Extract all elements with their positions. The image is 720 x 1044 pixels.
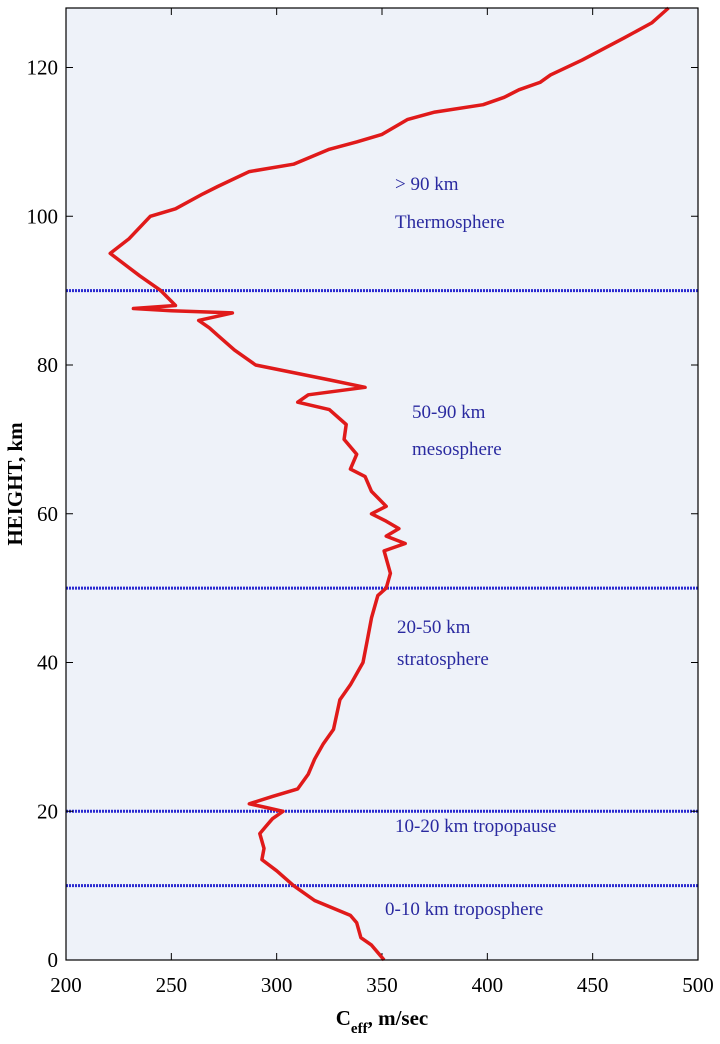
y-tick-label: 40	[37, 651, 58, 675]
x-tick-label: 350	[366, 973, 398, 997]
x-tick-label: 500	[682, 973, 714, 997]
x-axis-label-sub: eff	[351, 1021, 369, 1037]
y-tick-label: 20	[37, 799, 58, 823]
layer-annotation: > 90 km	[395, 174, 459, 195]
x-tick-label: 400	[472, 973, 504, 997]
layer-annotation: 10-20 km tropopause	[395, 816, 556, 837]
profile-line	[108, 6, 670, 962]
y-tick-label: 120	[27, 56, 59, 80]
x-tick-label: 300	[261, 973, 293, 997]
y-tick-label: 100	[27, 204, 59, 228]
x-tick-label: 450	[577, 973, 609, 997]
layer-annotation: 50-90 km	[412, 402, 486, 423]
layer-annotation: 20-50 km	[397, 617, 471, 638]
layer-annotation: Thermosphere	[395, 212, 505, 233]
x-axis-label-main: C	[336, 1006, 351, 1030]
y-axis-label: HEIGHT, km	[3, 422, 27, 546]
y-tick-label: 0	[48, 948, 59, 972]
layer-annotation: mesosphere	[412, 439, 502, 460]
y-tick-label: 60	[37, 502, 58, 526]
x-tick-label: 250	[156, 973, 188, 997]
x-tick-label: 200	[50, 973, 82, 997]
x-axis-label-rest: , m/sec	[368, 1006, 429, 1030]
x-axis-label: Ceff, m/sec	[336, 1006, 428, 1037]
layer-annotation: stratosphere	[397, 649, 489, 670]
plot-frame	[65, 7, 699, 961]
plot-background	[66, 8, 698, 960]
y-tick-label: 80	[37, 353, 58, 377]
layer-annotation: 0-10 km troposphere	[385, 899, 543, 920]
